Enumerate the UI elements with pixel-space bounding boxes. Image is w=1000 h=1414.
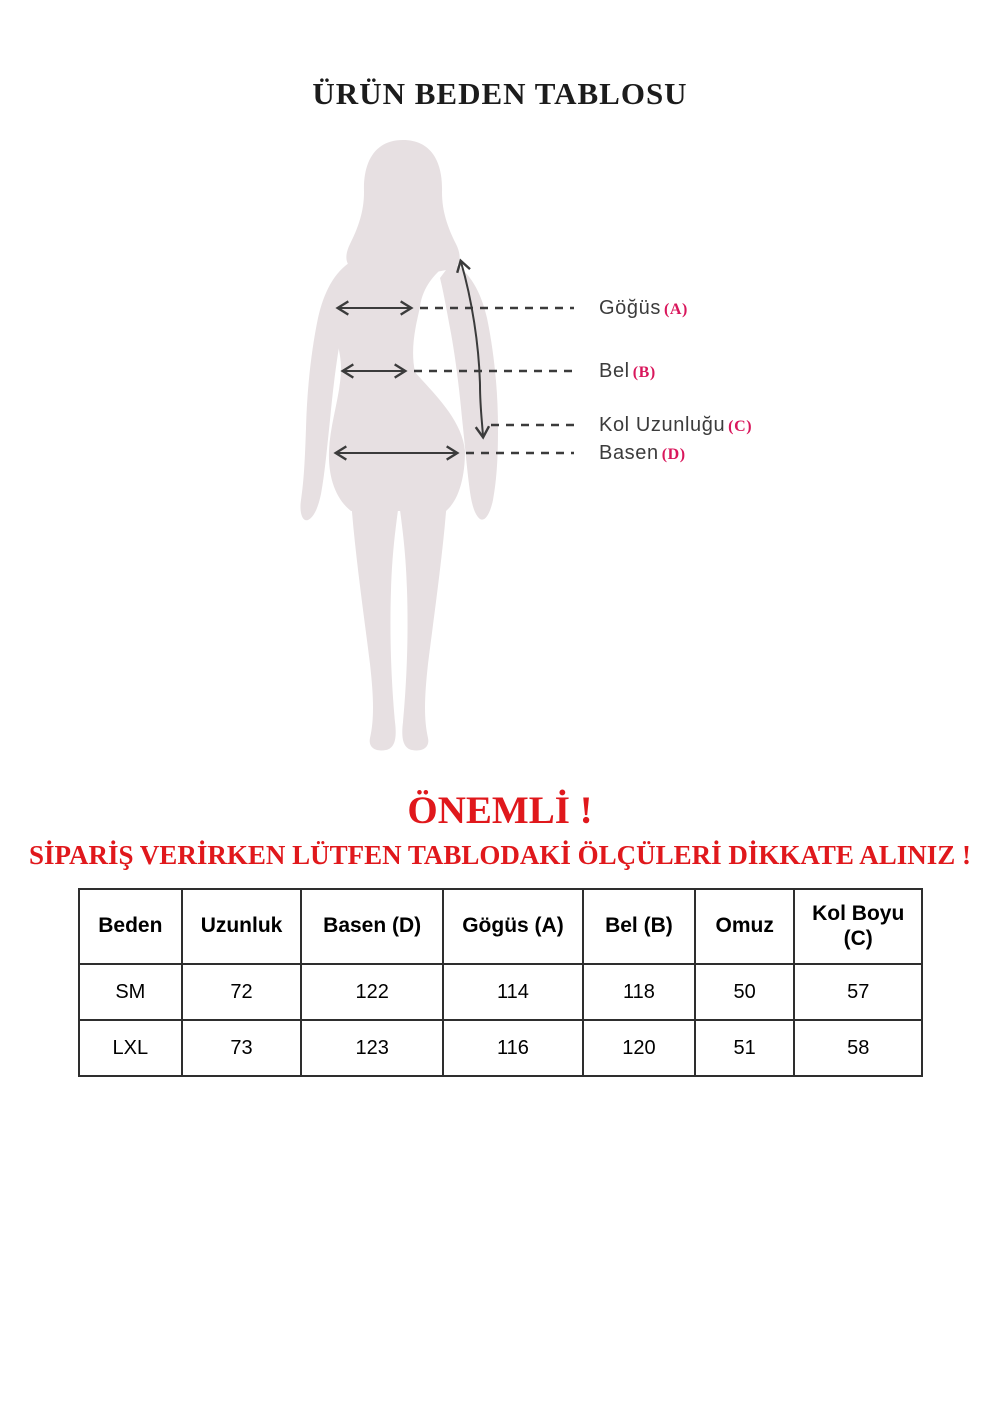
- silhouette-right-leg: [400, 504, 447, 751]
- order-warning-text: SİPARİŞ VERİRKEN LÜTFEN TABLODAKİ ÖLÇÜLE…: [29, 840, 971, 870]
- size-table-column-header: Basen (D): [300, 888, 444, 965]
- size-table-column-header: Gögüs (A): [441, 888, 584, 965]
- size-table-column-header: Kol Boyu (C): [793, 888, 923, 965]
- page-title: ÜRÜN BEDEN TABLOSU: [312, 76, 688, 111]
- body-measurement-diagram: [300, 140, 578, 751]
- size-table-cell: 50: [693, 963, 796, 1021]
- sleeve-label-text: Kol Uzunluğu: [599, 414, 726, 436]
- important-heading: ÖNEMLİ !: [407, 789, 593, 832]
- waist-label-text: Bel: [599, 360, 630, 382]
- silhouette-left-arm: [300, 261, 355, 521]
- size-table: Beden Uzunluk Basen (D) Gögüs (A) Bel (B) Omu…: [78, 888, 923, 1077]
- size-table-row: LXL 73 123 116 120 51 58: [78, 1019, 923, 1077]
- size-table-cell: 116: [441, 1019, 584, 1077]
- silhouette-head: [346, 140, 460, 274]
- size-table-cell: LXL: [78, 1019, 183, 1077]
- size-table-column-header: Uzunluk: [180, 888, 303, 965]
- bust-label: Göğüs (A): [599, 296, 688, 322]
- hip-label-text: Basen: [599, 442, 659, 464]
- size-table-cell: 58: [793, 1019, 923, 1077]
- size-table-column-header: Omuz: [693, 888, 796, 965]
- size-table-cell: 72: [180, 963, 303, 1021]
- leader-lines: [414, 306, 578, 455]
- size-table-cell: 57: [793, 963, 923, 1021]
- hip-label-code: (D): [661, 446, 686, 463]
- waist-label: Bel (B): [599, 359, 656, 385]
- bust-label-code: (A): [663, 301, 688, 318]
- waist-label-code: (B): [632, 364, 656, 381]
- size-table-cell: SM: [78, 963, 183, 1021]
- sleeve-length-arrow: [456, 258, 491, 440]
- size-table-column-header: Bel (B): [581, 888, 696, 965]
- size-table-cell: 118: [581, 963, 696, 1021]
- sleeve-label-code: (C): [728, 418, 753, 435]
- size-table-cell: 120: [581, 1019, 696, 1077]
- size-table-body: SM 72 122 114 118 50 57 LXL 73 123 116 120 51 58: [78, 963, 923, 1077]
- size-table-header-row: Beden Uzunluk Basen (D) Gögüs (A) Bel (B) Omu…: [78, 888, 923, 965]
- measurement-arrows: [333, 258, 491, 461]
- size-table-head: Beden Uzunluk Basen (D) Gögüs (A) Bel (B) Omu…: [78, 888, 923, 965]
- size-table-cell: 122: [300, 963, 444, 1021]
- size-table-cell: 114: [441, 963, 584, 1021]
- size-table-cell: 73: [180, 1019, 303, 1077]
- female-silhouette: [300, 140, 498, 751]
- hip-label: Basen (D): [599, 441, 686, 467]
- size-table-cell: 123: [300, 1019, 444, 1077]
- bust-label-text: Göğüs: [599, 297, 661, 319]
- size-table-column-header: Beden: [78, 888, 183, 965]
- size-table-cell: 51: [693, 1019, 796, 1077]
- size-table-row: SM 72 122 114 118 50 57: [78, 963, 923, 1021]
- silhouette-left-leg: [351, 504, 398, 751]
- sleeve-label: Kol Uzunluğu (C): [599, 413, 752, 439]
